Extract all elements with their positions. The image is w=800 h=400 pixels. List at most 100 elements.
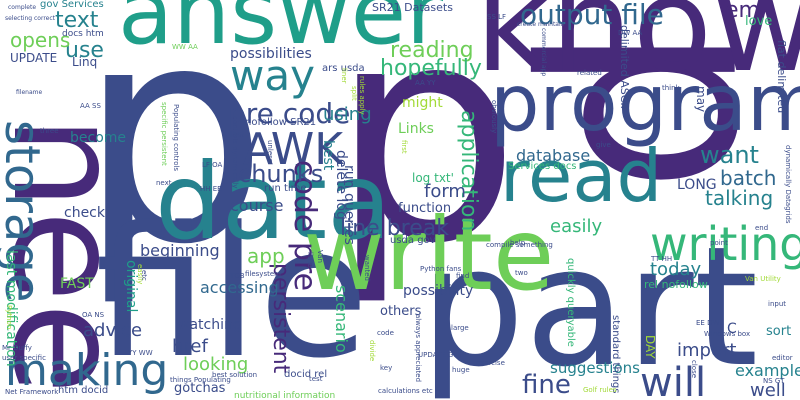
cloud-word: TGB (230, 272, 245, 280)
cloud-word: Python fans (420, 265, 462, 273)
cloud-word: test (309, 375, 323, 383)
cloud-word: little (306, 252, 314, 268)
cloud-word: Windows box (704, 330, 751, 338)
cloud-word: import (677, 340, 737, 361)
cloud-word: run time (264, 183, 307, 194)
cloud-word: complete (8, 4, 37, 11)
cloud-word: rel nofollow (644, 278, 708, 291)
cloud-word: others (380, 304, 422, 319)
cloud-word: answer (118, 0, 444, 65)
cloud-word: end (755, 224, 769, 232)
cloud-word: next (156, 179, 172, 187)
cloud-word: code (377, 329, 394, 337)
cloud-word: obviously (490, 100, 498, 134)
cloud-word: possibility (403, 283, 474, 299)
cloud-word: first (400, 140, 408, 154)
cloud-word: Python (5, 305, 13, 330)
cloud-word: easily (550, 216, 603, 237)
cloud-word: making (5, 345, 169, 396)
cloud-word: think (662, 84, 680, 92)
cloud-word: love (745, 14, 773, 29)
cloud-word: filename (16, 89, 43, 96)
cloud-word: filesystem (245, 270, 281, 278)
cloud-word: EE DW (696, 319, 720, 327)
cloud-word: href (172, 336, 208, 357)
cloud-word: function (398, 201, 452, 216)
cloud-word: LF OA (202, 161, 223, 169)
cloud-word: close (690, 360, 698, 379)
cloud-word: calculations etc (378, 387, 433, 395)
cloud-word: database (516, 146, 591, 165)
cloud-word: point (710, 239, 728, 247)
cloud-word: want (700, 141, 759, 169)
cloud-word: best solution (212, 371, 258, 379)
cloud-word: give (596, 141, 611, 149)
cloud-word: program (490, 59, 800, 149)
cloud-word: create maintain (517, 21, 565, 28)
cloud-word: SR21 Datasets (372, 1, 453, 14)
cloud-word: today (650, 259, 702, 280)
cloud-word: unless (266, 140, 274, 163)
cloud-word: pre code (228, 97, 351, 130)
cloud-word: file (95, 189, 370, 398)
cloud-word: user specific (2, 354, 46, 362)
cloud-word: app (247, 244, 285, 268)
cloud-word: editor (772, 354, 793, 362)
cloud-word: may (694, 86, 708, 113)
cloud-word: p (330, 0, 521, 309)
cloud-word: might (402, 95, 443, 111)
cloud-word: form (424, 181, 466, 202)
cloud-word: read (500, 134, 663, 218)
cloud-word: dynamically Datagrids (784, 145, 792, 224)
cloud-word: course (230, 196, 284, 215)
cloud-word: UPDATE (10, 51, 58, 65)
cloud-word: compile something (486, 241, 553, 249)
cloud-word: log txt' (412, 171, 454, 185)
cloud-word: write (303, 196, 555, 313)
cloud-word: controls dynamically (231, 116, 239, 189)
cloud-word: three (40, 127, 59, 135)
cloud-word: quickly queryable (565, 258, 576, 347)
cloud-word: split (350, 86, 358, 101)
cloud-word: htm docid (58, 385, 109, 396)
cloud-word: data (155, 141, 392, 263)
cloud-word: Populating controls (172, 104, 180, 172)
cloud-word: standard things (610, 315, 621, 394)
cloud-word: commercial app (540, 28, 547, 77)
cloud-word: delimited ASCII (618, 25, 631, 109)
cloud-word: SS LF (487, 13, 507, 21)
cloud-word: Services docs (508, 161, 577, 172)
cloud-word: AA YY (415, 79, 436, 87)
cloud-word: sort (766, 324, 792, 339)
cloud-word: HH EE (200, 185, 222, 193)
cloud-word: specific persistent (160, 102, 168, 166)
cloud-word: nutritional information (234, 391, 336, 400)
cloud-word: Mr Duffy (2, 344, 32, 352)
cloud-word: Van (316, 250, 324, 263)
cloud-word: know (475, 0, 800, 101)
cloud-word: last (230, 130, 245, 139)
cloud-word: part (420, 211, 759, 400)
cloud-word: talking (705, 186, 774, 210)
cloud-word: TT HH (651, 255, 673, 263)
cloud-word: fine (522, 370, 571, 400)
cloud-word: will (640, 360, 707, 400)
cloud-word: using (323, 104, 372, 125)
cloud-word: writing (650, 217, 800, 271)
cloud-word: scenario (332, 285, 351, 353)
cloud-word: YY WW (128, 349, 153, 357)
cloud-word: related (577, 69, 602, 77)
cloud-word: nofollow SR21 (245, 117, 317, 128)
cloud-word: usda gov (390, 235, 436, 246)
cloud-word: check (64, 205, 105, 221)
cloud-word: OA NS (82, 311, 105, 319)
cloud-word: line break (340, 216, 449, 241)
cloud-word: output file (520, 0, 664, 31)
cloud-word: delete log (333, 150, 349, 220)
cloud-word: two (515, 269, 528, 277)
cloud-word: possibilities (230, 46, 312, 62)
cloud-word: become (70, 130, 127, 146)
cloud-word: Net Framework (5, 388, 59, 396)
cloud-word: rules apply (358, 76, 366, 115)
